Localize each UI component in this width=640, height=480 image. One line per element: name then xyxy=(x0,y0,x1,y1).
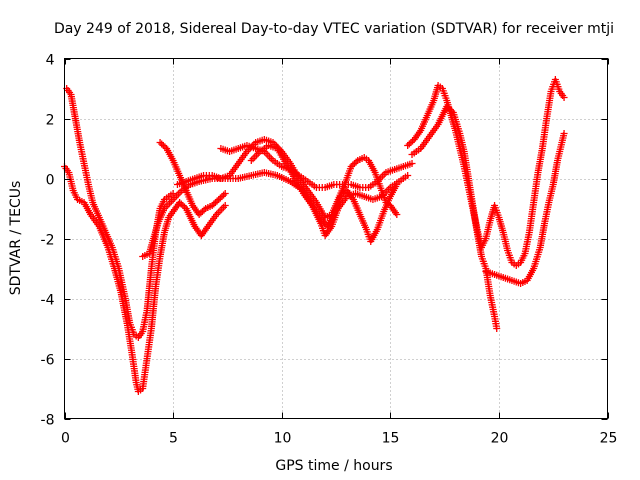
data-point xyxy=(347,163,355,170)
series-track-g xyxy=(247,142,401,245)
y-tick-label: -4 xyxy=(41,293,55,309)
data-point xyxy=(179,202,187,209)
x-tick-label: 5 xyxy=(169,431,178,447)
data-point xyxy=(210,200,218,208)
x-tick-label: 0 xyxy=(61,431,70,447)
data-point xyxy=(221,190,229,197)
data-point xyxy=(197,209,205,217)
axis-ticks: 0 5 10 15 20 25 -8 -6 -4 -2 0 2 4 xyxy=(41,53,618,447)
data-point xyxy=(493,325,501,332)
data-point xyxy=(159,142,167,149)
y-tick-label: 4 xyxy=(46,53,55,69)
data-point xyxy=(393,181,401,188)
series-track-i xyxy=(408,103,501,332)
x-axis-label: GPS time / hours xyxy=(275,458,392,474)
y-tick-label: 2 xyxy=(46,113,55,129)
data-point xyxy=(560,94,568,101)
data-point xyxy=(404,172,412,179)
series-track-h xyxy=(404,76,568,269)
data-point xyxy=(560,130,568,137)
x-tick-label: 10 xyxy=(274,431,292,447)
y-axis-label: SDTVAR / TECUs xyxy=(8,181,24,296)
data-point xyxy=(218,193,226,200)
data-point xyxy=(393,211,401,218)
data-point xyxy=(208,202,216,209)
chart-title: Day 249 of 2018, Sidereal Day-to-day VTE… xyxy=(54,21,614,37)
data-point xyxy=(176,199,184,206)
data-point xyxy=(446,106,454,113)
data-point xyxy=(340,190,348,197)
data-point xyxy=(407,139,415,146)
data-point xyxy=(352,158,360,166)
data-points xyxy=(61,76,568,395)
grid-lines xyxy=(64,58,608,419)
x-tick-label: 25 xyxy=(600,431,618,447)
plot-frame xyxy=(64,58,608,419)
data-point xyxy=(177,200,185,208)
data-point xyxy=(211,199,219,206)
data-point xyxy=(221,202,229,209)
data-point xyxy=(408,160,416,167)
data-point xyxy=(444,104,452,112)
data-point xyxy=(198,208,206,215)
y-tick-label: -2 xyxy=(41,233,55,249)
data-point xyxy=(336,193,344,200)
data-point xyxy=(405,140,413,148)
x-tick-label: 20 xyxy=(491,431,509,447)
y-tick-label: -8 xyxy=(41,413,55,429)
series-track-b xyxy=(61,163,229,395)
data-point xyxy=(220,191,228,199)
data-point xyxy=(216,194,224,202)
data-point xyxy=(338,191,346,199)
data-point xyxy=(404,142,412,149)
y-tick-label: -6 xyxy=(41,353,55,369)
y-tick-label: 0 xyxy=(46,173,55,189)
data-point xyxy=(200,206,208,214)
data-point xyxy=(349,161,357,169)
data-point xyxy=(213,197,221,205)
data-point xyxy=(156,139,164,146)
data-point xyxy=(448,107,456,115)
data-point xyxy=(215,196,223,203)
series-track-j xyxy=(482,130,568,287)
data-point xyxy=(350,160,358,167)
data-point xyxy=(443,103,451,110)
data-point xyxy=(195,211,203,218)
data-point xyxy=(158,140,166,148)
x-tick-label: 15 xyxy=(382,431,400,447)
